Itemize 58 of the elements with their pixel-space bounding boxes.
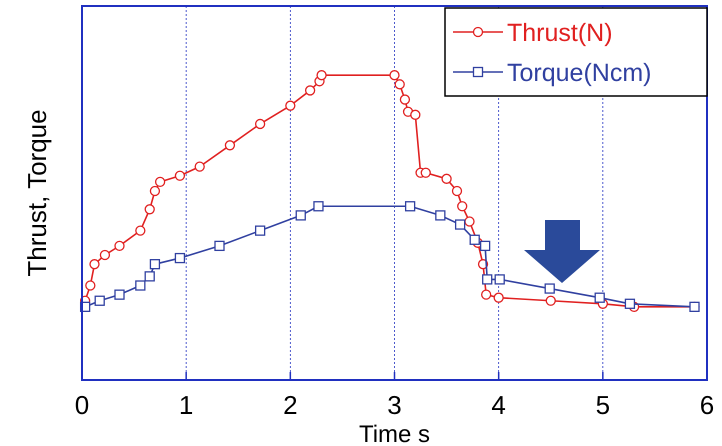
point [482,274,492,285]
point [194,161,205,172]
point [254,225,266,236]
x-tick-label: 3 [387,390,402,420]
point [304,85,316,96]
point [464,216,475,227]
point [394,79,405,90]
point [404,201,416,212]
point [435,210,446,221]
point [135,280,146,291]
x-axis-title: Time s [358,421,430,446]
point [285,100,296,111]
point [174,170,186,181]
point [544,283,555,294]
point [144,204,155,214]
x-tick-label: 0 [74,390,90,420]
point [224,140,236,150]
point [481,290,492,300]
point [457,201,468,212]
x-tick-label: 2 [283,390,298,420]
point [85,280,96,291]
point [313,201,324,212]
point [100,250,110,260]
point [470,234,480,245]
point [452,186,462,196]
x-tick-label: 5 [596,390,610,420]
legend-label: Torque(Ncm) [507,59,652,87]
point [410,110,420,120]
x-tick-label: 6 [700,390,714,420]
point [135,225,146,236]
point [494,274,505,285]
point [624,298,636,309]
point [389,70,400,80]
point [400,94,410,105]
point [89,259,100,270]
point [420,168,431,178]
point [144,271,155,282]
point [316,70,327,80]
point [594,292,605,303]
x-tick-label: 1 [178,390,194,420]
point [254,118,266,130]
point [296,210,306,221]
point [150,186,160,196]
point [494,292,504,303]
x-tick-label: 4 [491,390,506,420]
point [441,174,452,184]
point [480,240,490,252]
y-axis-title: Thrust, Torque [22,109,52,277]
point [94,296,105,306]
legend-label: Thrust(N) [507,19,613,47]
point [214,240,225,252]
point [114,290,125,300]
point [454,219,466,230]
point [114,240,125,252]
point [154,176,166,188]
point [546,296,556,306]
point [150,259,160,270]
point [174,252,186,264]
